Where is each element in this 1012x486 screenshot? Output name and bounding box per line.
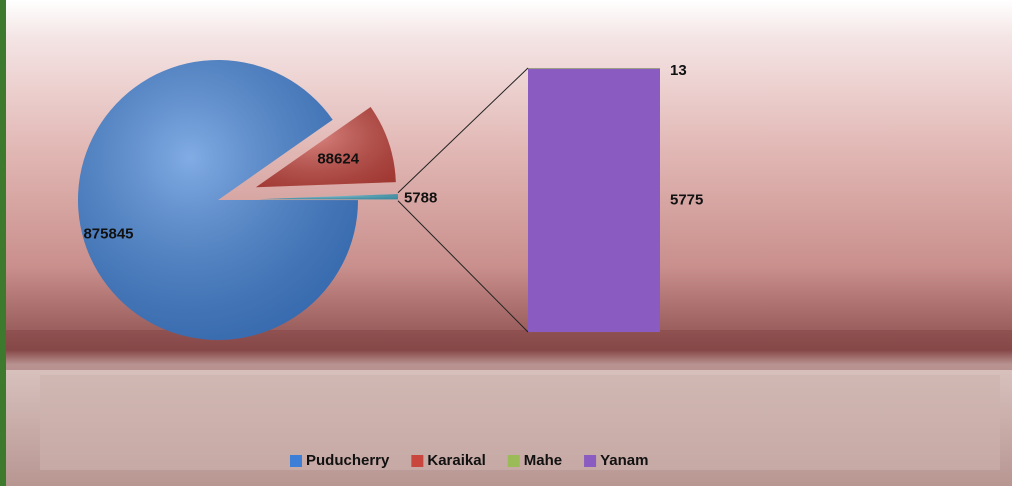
connector: [397, 67, 529, 194]
data-label: 5788: [404, 190, 437, 207]
pie-slice-shade: [257, 194, 398, 200]
data-label: 88624: [317, 151, 359, 168]
balustrade: [40, 375, 1000, 470]
bar-segment: [528, 68, 660, 69]
pie-slice-shade: [78, 59, 358, 341]
legend-label: Puducherry: [306, 452, 390, 469]
connector: [397, 200, 529, 333]
pie-slice-shade: [255, 106, 396, 188]
legend-swatch: [584, 455, 597, 467]
legend-swatch: [507, 455, 520, 467]
legend-label: Karaikal: [427, 452, 485, 469]
legend-swatch: [411, 455, 424, 467]
data-label: 5775: [670, 191, 703, 208]
trees: [0, 330, 1012, 370]
legend-swatch: [290, 455, 302, 467]
data-label: 13: [670, 62, 687, 79]
bar-segment: [528, 68, 660, 332]
legend-label: Yanam: [600, 452, 648, 469]
left-border: [0, 0, 6, 486]
data-label: 875845: [83, 225, 133, 242]
legend-label: Mahe: [524, 452, 562, 469]
